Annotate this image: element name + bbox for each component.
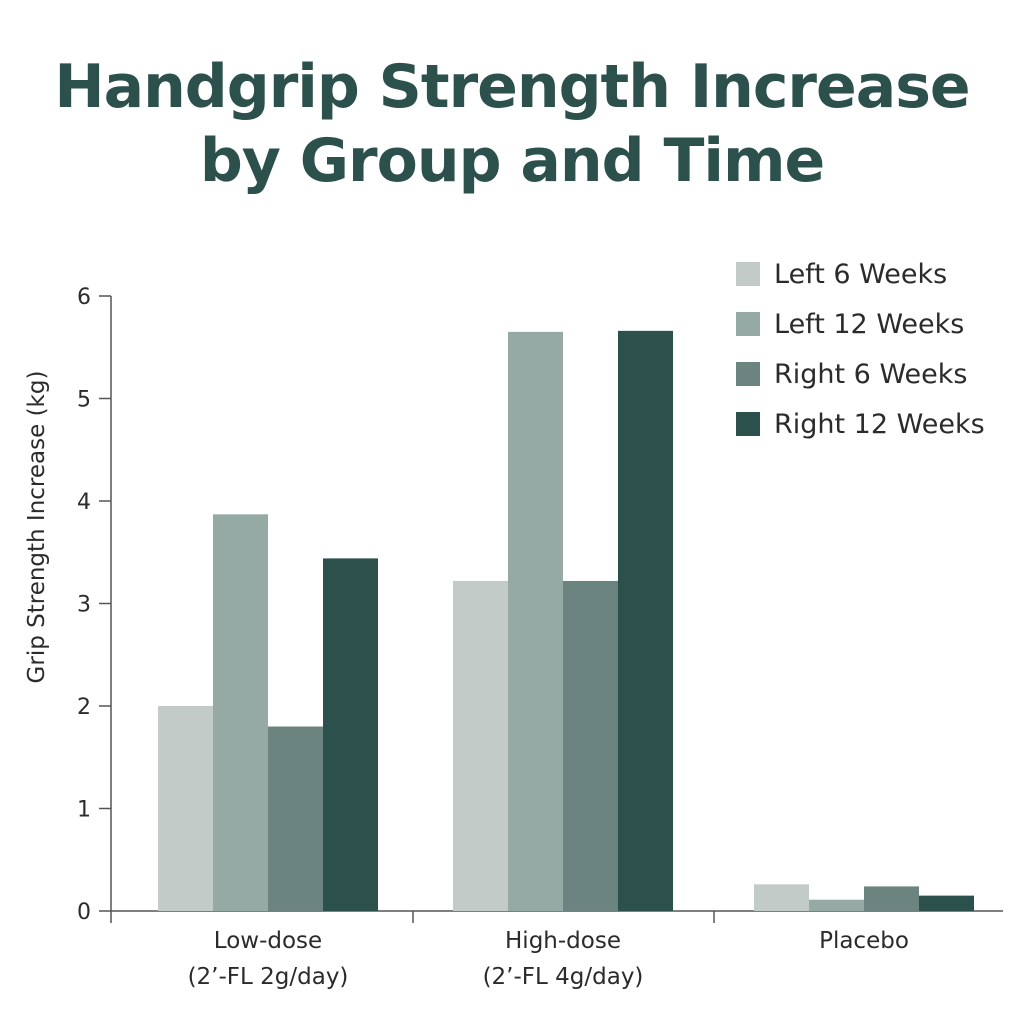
y-tick-label: 3 bbox=[77, 593, 91, 618]
chart-title-line-2: by Group and Time bbox=[199, 126, 825, 196]
bars-group bbox=[158, 330, 974, 912]
bar bbox=[754, 884, 809, 911]
legend-swatch bbox=[736, 362, 760, 386]
x-category-label: High-dose bbox=[505, 928, 621, 954]
legend-swatch bbox=[736, 262, 760, 286]
bar bbox=[453, 580, 508, 911]
chart-title: Handgrip Strength Increase by Group and … bbox=[0, 50, 1024, 198]
legend-label: Left 6 Weeks bbox=[774, 259, 947, 290]
x-category-label: (2’-FL 2g/day) bbox=[188, 964, 349, 990]
y-tick-label: 2 bbox=[77, 695, 91, 720]
bar bbox=[323, 558, 378, 911]
legend-label: Right 6 Weeks bbox=[774, 359, 967, 390]
x-category-label: (2’-FL 4g/day) bbox=[483, 964, 644, 990]
legend-label: Left 12 Weeks bbox=[774, 309, 964, 340]
x-category-label: Low-dose bbox=[214, 928, 322, 954]
legend: Left 6 Weeks Left 12 Weeks Right 6 Weeks Ri… bbox=[736, 259, 985, 440]
bar bbox=[864, 886, 919, 911]
bar bbox=[158, 706, 213, 911]
chart-axes: 0 1 2 3 4 5 6 Low-dose (2’-FL 2g/day) High-dose (2… bbox=[77, 285, 1003, 990]
x-category-label: Placebo bbox=[819, 928, 909, 954]
legend-label: Right 12 Weeks bbox=[774, 409, 985, 440]
y-tick-label: 0 bbox=[77, 900, 91, 925]
bar bbox=[563, 580, 618, 911]
y-tick-label: 6 bbox=[77, 285, 91, 310]
bar bbox=[618, 330, 673, 912]
bar bbox=[268, 726, 323, 911]
legend-swatch bbox=[736, 312, 760, 336]
y-tick-label: 4 bbox=[77, 490, 91, 515]
y-tick-label: 1 bbox=[77, 798, 91, 823]
bar bbox=[809, 899, 864, 911]
chart-title-line-1: Handgrip Strength Increase bbox=[54, 52, 970, 122]
y-axis-label: Grip Strength Increase (kg) bbox=[24, 371, 50, 684]
legend-swatch bbox=[736, 412, 760, 436]
bar bbox=[213, 514, 268, 911]
bar bbox=[919, 895, 974, 911]
bar bbox=[508, 331, 563, 911]
y-tick-label: 5 bbox=[77, 388, 91, 413]
